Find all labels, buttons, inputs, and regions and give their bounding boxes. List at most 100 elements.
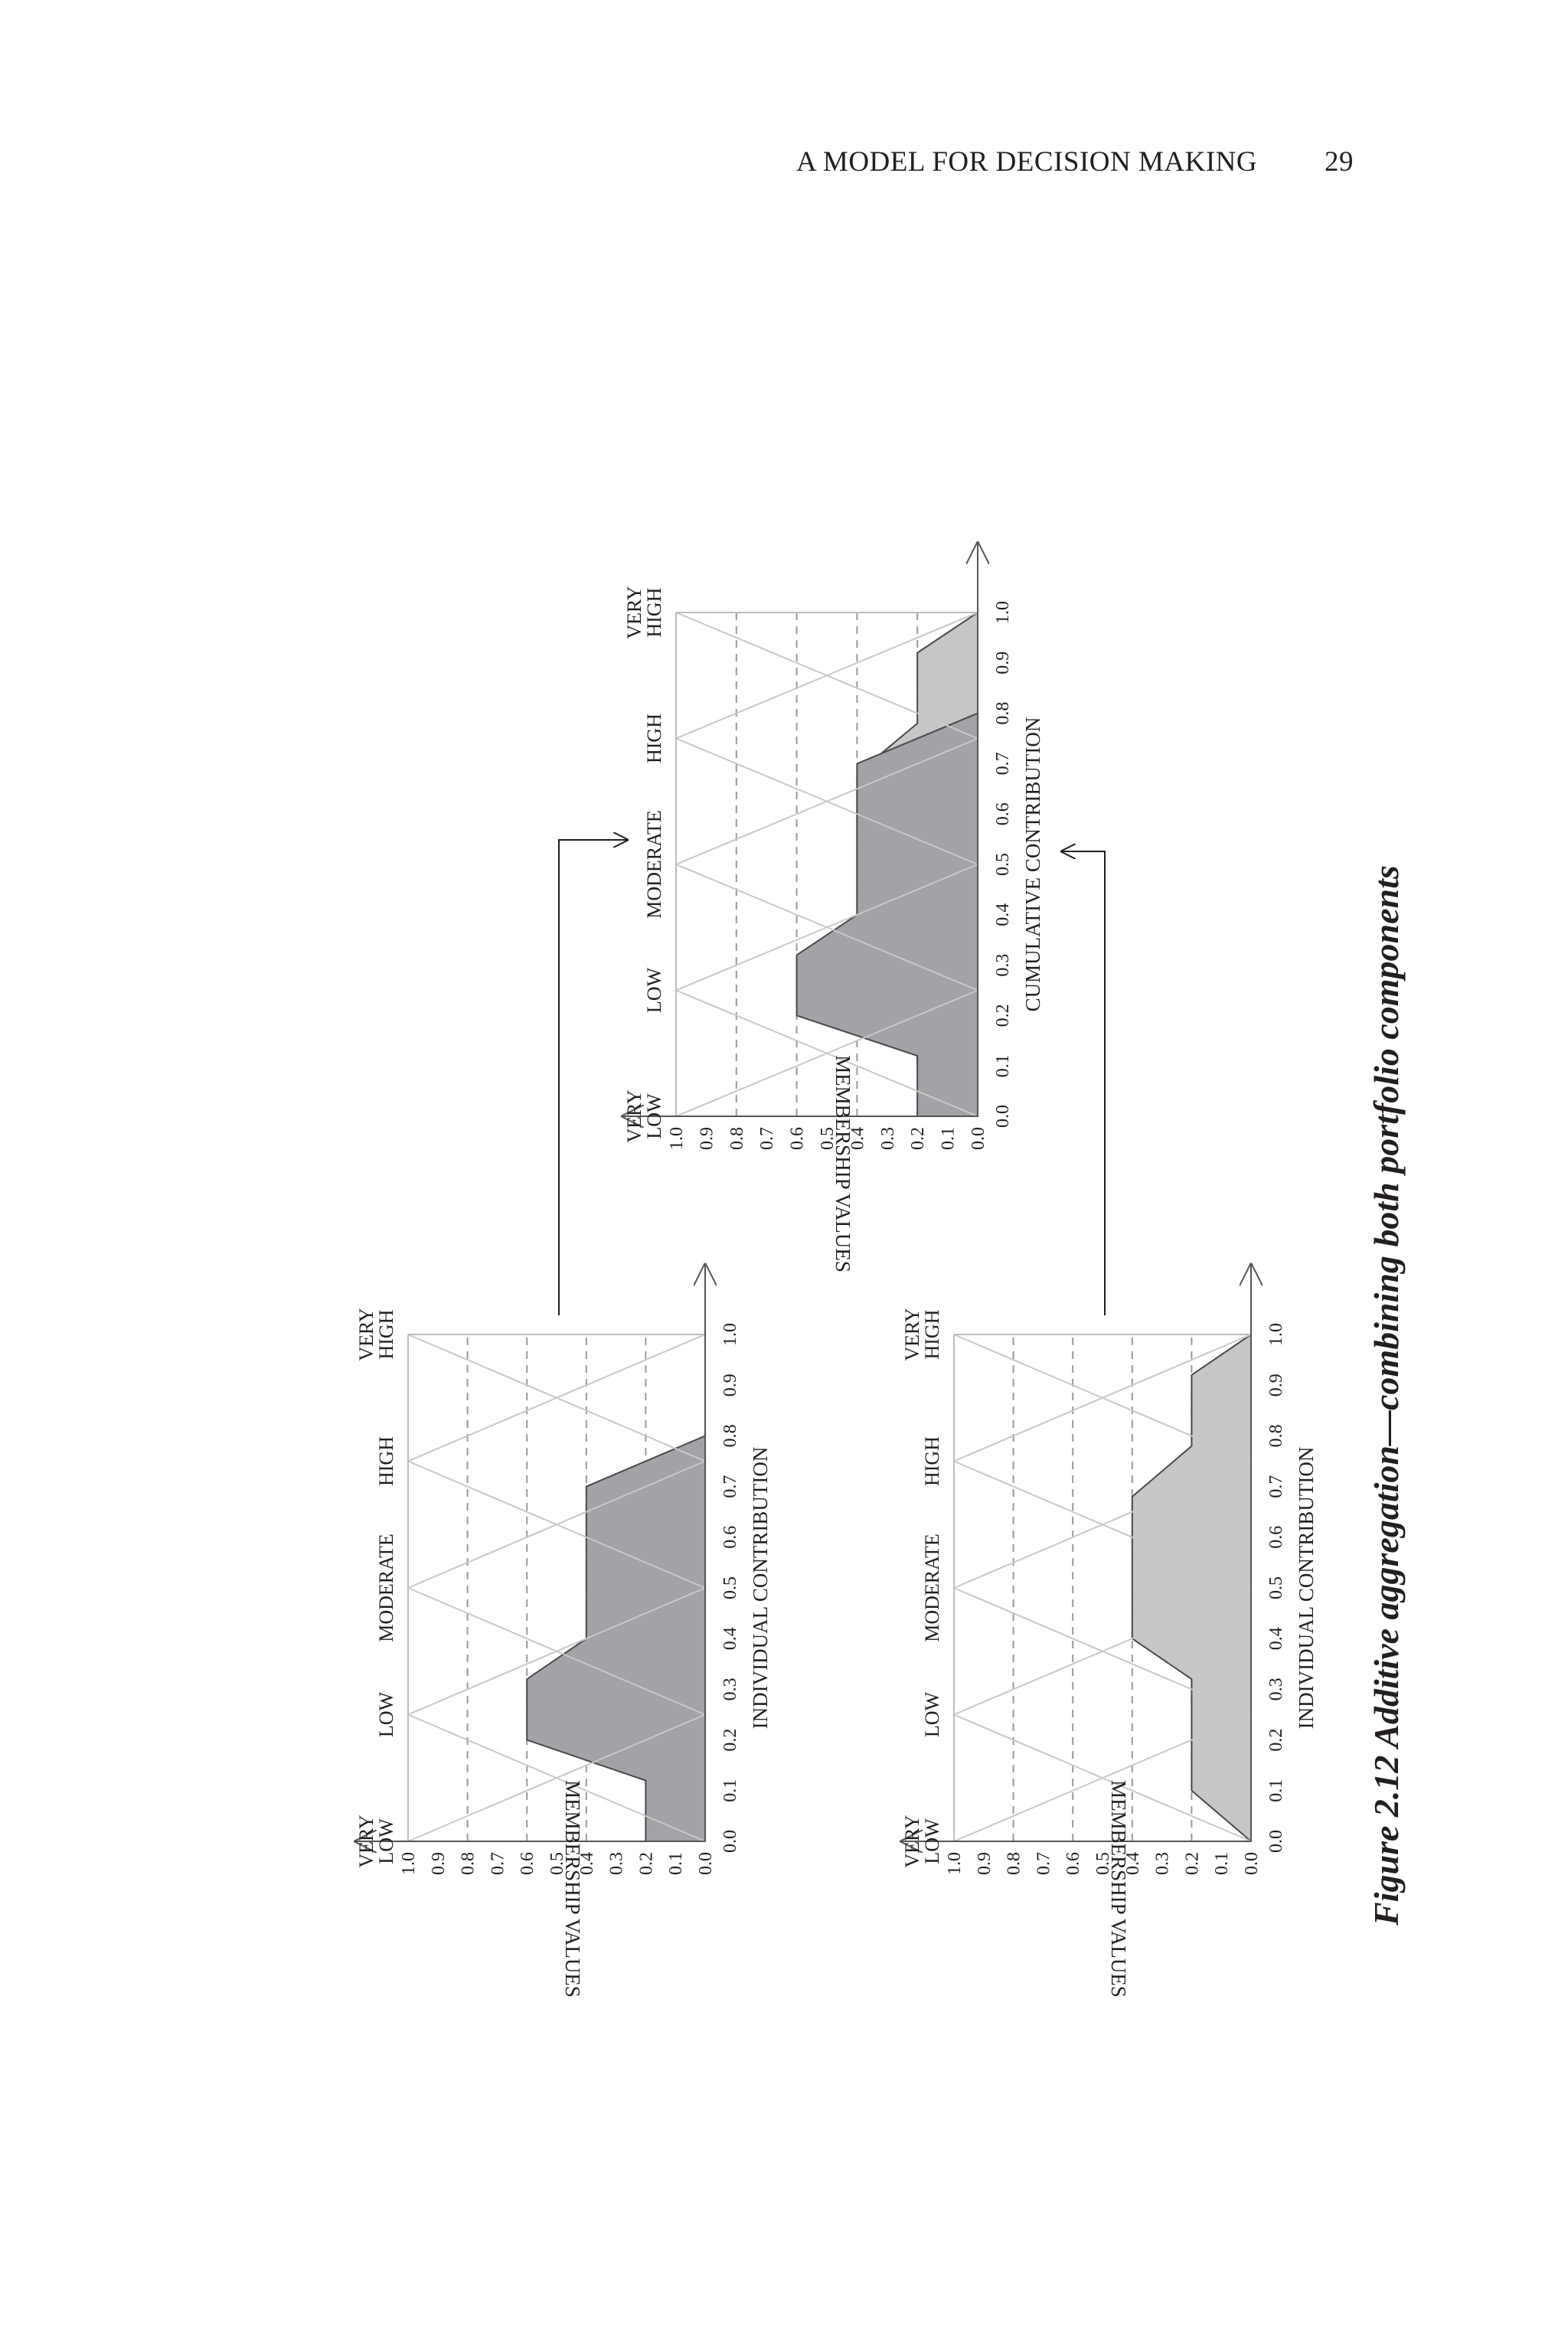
- y-tick-label: 0.9: [697, 1127, 717, 1150]
- area-series: [526, 1334, 706, 1842]
- category-label: LOW: [643, 1093, 665, 1139]
- connector-arrow-top: [558, 840, 628, 1315]
- membership-function-line: [407, 1334, 706, 1462]
- x-tick-label: 0.8: [993, 702, 1013, 725]
- y-tick-label: 0.8: [727, 1127, 747, 1150]
- y-tick-label: 0.7: [1034, 1852, 1054, 1875]
- x-tick-label: 0.2: [993, 1004, 1013, 1027]
- y-tick-label: 0.2: [636, 1852, 656, 1875]
- area-series: [1131, 1334, 1252, 1842]
- y-tick-label: 0.5: [547, 1852, 567, 1875]
- x-tick-label: 0.6: [720, 1526, 740, 1549]
- category-label: HIGH: [921, 1309, 943, 1359]
- y-tick-label: 0.1: [666, 1852, 686, 1875]
- y-tick-label: 0.5: [1093, 1852, 1113, 1875]
- category-label: VERY: [623, 586, 645, 639]
- y-tick-label: 0.7: [757, 1127, 777, 1150]
- y-tick-label: 1.0: [667, 1127, 687, 1150]
- x-tick-label: 0.5: [993, 853, 1013, 876]
- x-tick-label: 0.9: [1266, 1374, 1286, 1396]
- membership-function-line: [675, 612, 978, 740]
- y-tick-label: 0.3: [607, 1852, 627, 1875]
- x-tick-label: 1.0: [993, 601, 1013, 624]
- category-label: LOW: [375, 1691, 397, 1737]
- y-tick-label: 0.7: [488, 1852, 508, 1875]
- x-tick-label: 0.4: [720, 1627, 740, 1650]
- category-label: HIGH: [921, 1436, 943, 1486]
- y-tick-label: 0.9: [975, 1852, 995, 1875]
- page-number: 29: [1325, 146, 1354, 178]
- running-head-title: A MODEL FOR DECISION MAKING: [796, 146, 1258, 178]
- y-tick-label: 0.2: [908, 1127, 928, 1150]
- x-tick-label: 0.0: [1266, 1830, 1286, 1853]
- y-tick-label: 0.8: [459, 1852, 479, 1875]
- running-head: A MODEL FOR DECISION MAKING 29: [796, 145, 1409, 184]
- y-axis-label: MEMBERSHIP VALUES: [561, 1780, 584, 1998]
- x-tick-label: 0.7: [720, 1475, 740, 1498]
- y-tick-label: 0.6: [1063, 1852, 1083, 1875]
- figure-caption: Figure 2.12 Additive aggregation—combini…: [1367, 865, 1406, 1926]
- x-axis-label: INDIVIDUAL CONTRIBUTION: [749, 1447, 772, 1730]
- y-tick-label: 0.1: [939, 1127, 959, 1150]
- x-tick-label: 1.0: [1266, 1323, 1286, 1346]
- x-tick-label: 0.4: [1266, 1627, 1286, 1650]
- category-label: LOW: [921, 1691, 943, 1737]
- y-tick-label: 0.0: [969, 1127, 988, 1150]
- y-tick-label: 0.3: [1153, 1852, 1173, 1875]
- x-tick-label: 0.6: [1266, 1526, 1286, 1549]
- x-tick-label: 0.1: [993, 1054, 1013, 1077]
- category-label: HIGH: [375, 1309, 397, 1359]
- chart-3: 0.0 0.1 0.2 0.3 0.4 0.5 0.6 0.7 0.8 0.9 1.0 0.0 0.1 0…: [622, 542, 1044, 1272]
- y-tick-label: 0.4: [577, 1852, 597, 1875]
- y-tick-label: 0.2: [1182, 1852, 1202, 1875]
- x-tick-label: 0.8: [720, 1424, 740, 1447]
- x-axis-label: CUMULATIVE CONTRIBUTION: [1021, 717, 1044, 1012]
- x-tick-label: 0.1: [720, 1779, 740, 1802]
- x-tick-label: 0.5: [720, 1576, 740, 1599]
- y-tick-label: 0.0: [1242, 1852, 1262, 1875]
- y-tick-label: 0.1: [1212, 1852, 1232, 1875]
- x-tick-label: 0.0: [720, 1830, 740, 1853]
- x-tick-label: 0.8: [1266, 1424, 1286, 1447]
- x-axis-label: INDIVIDUAL CONTRIBUTION: [1295, 1447, 1318, 1730]
- category-label: MODERATE: [375, 1534, 397, 1642]
- x-tick-label: 0.4: [993, 903, 1013, 926]
- y-tick-label: 0.4: [1123, 1852, 1143, 1875]
- x-tick-label: 0.9: [720, 1374, 740, 1396]
- category-label: HIGH: [375, 1436, 397, 1486]
- x-tick-label: 0.7: [1266, 1475, 1286, 1498]
- x-tick-label: 0.1: [1266, 1779, 1286, 1802]
- category-label: VERY: [355, 1308, 377, 1361]
- y-axis-label: MEMBERSHIP VALUES: [1107, 1780, 1130, 1998]
- category-label: MODERATE: [643, 810, 665, 919]
- x-tick-label: 0.9: [993, 652, 1013, 675]
- y-tick-label: 0.3: [878, 1127, 898, 1150]
- y-tick-label: 0.6: [518, 1852, 537, 1875]
- category-label: MODERATE: [921, 1534, 943, 1642]
- category-label: HIGH: [643, 587, 665, 637]
- y-axis-label: MEMBERSHIP VALUES: [831, 1055, 854, 1272]
- connector-arrow-bottom: [1061, 851, 1106, 1315]
- x-tick-label: 0.3: [993, 954, 1013, 977]
- category-label: LOW: [643, 967, 665, 1013]
- y-tick-label: 0.4: [848, 1127, 867, 1150]
- chart-1: 0.0 0.1 0.2 0.3 0.4 0.5 0.6 0.7 0.8 0.9 1.0 0.0 0.1 0…: [354, 1263, 772, 1998]
- chart-2: 0.0 0.1 0.2 0.3 0.4 0.5 0.6 0.7 0.8 0.9 1.0 0.0 0.1 0…: [900, 1263, 1318, 1998]
- category-label: LOW: [921, 1818, 943, 1864]
- x-tick-label: 0.3: [720, 1677, 740, 1700]
- x-tick-label: 0.0: [993, 1105, 1013, 1128]
- x-tick-label: 0.6: [993, 802, 1013, 825]
- x-tick-label: 0.2: [1266, 1729, 1286, 1752]
- category-label: VERY: [901, 1308, 923, 1361]
- y-tick-label: 0.5: [818, 1127, 838, 1150]
- category-label: VERY: [623, 1089, 645, 1143]
- y-tick-label: 0.8: [1004, 1852, 1024, 1875]
- y-tick-label: 0.9: [429, 1852, 449, 1875]
- category-label: HIGH: [643, 714, 665, 763]
- x-tick-label: 0.2: [720, 1729, 740, 1752]
- x-tick-label: 0.5: [1266, 1576, 1286, 1599]
- x-tick-label: 0.3: [1266, 1677, 1286, 1700]
- y-tick-label: 0.0: [696, 1852, 716, 1875]
